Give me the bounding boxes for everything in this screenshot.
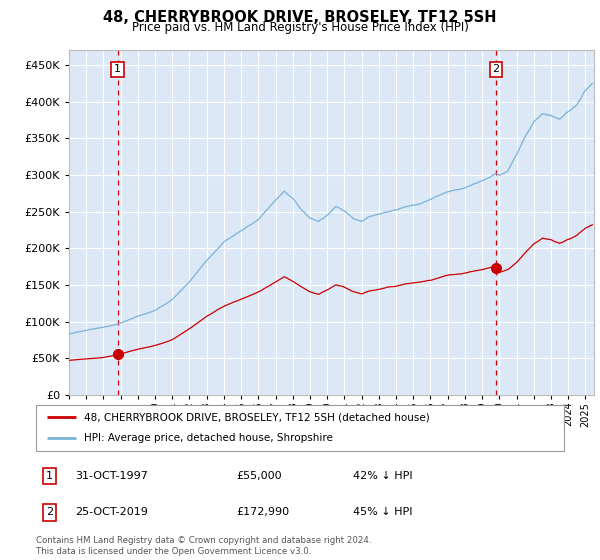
Text: 1: 1 (114, 64, 121, 74)
Text: 42% ↓ HPI: 42% ↓ HPI (353, 471, 412, 481)
Text: £55,000: £55,000 (236, 471, 282, 481)
Text: 45% ↓ HPI: 45% ↓ HPI (353, 507, 412, 517)
Text: 1: 1 (46, 471, 53, 481)
Text: Contains HM Land Registry data © Crown copyright and database right 2024.
This d: Contains HM Land Registry data © Crown c… (36, 536, 371, 556)
Text: Price paid vs. HM Land Registry's House Price Index (HPI): Price paid vs. HM Land Registry's House … (131, 21, 469, 34)
Text: 48, CHERRYBROOK DRIVE, BROSELEY, TF12 5SH (detached house): 48, CHERRYBROOK DRIVE, BROSELEY, TF12 5S… (83, 412, 429, 422)
Text: £172,990: £172,990 (236, 507, 290, 517)
Text: 2: 2 (493, 64, 500, 74)
Text: 2: 2 (46, 507, 53, 517)
Text: HPI: Average price, detached house, Shropshire: HPI: Average price, detached house, Shro… (83, 433, 332, 444)
Text: 48, CHERRYBROOK DRIVE, BROSELEY, TF12 5SH: 48, CHERRYBROOK DRIVE, BROSELEY, TF12 5S… (103, 10, 497, 25)
FancyBboxPatch shape (36, 405, 564, 451)
Text: 31-OCT-1997: 31-OCT-1997 (76, 471, 148, 481)
Text: 25-OCT-2019: 25-OCT-2019 (76, 507, 148, 517)
